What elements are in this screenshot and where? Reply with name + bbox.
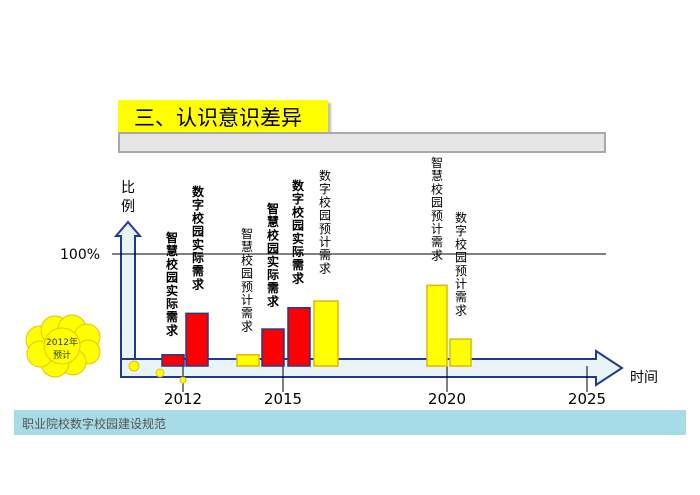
bar-label-char: 校 xyxy=(431,181,443,196)
bar-label-char: 校 xyxy=(241,252,253,267)
bar-label-char: 需 xyxy=(431,235,443,249)
cloud-bubble xyxy=(128,360,140,372)
cloud-bubble xyxy=(155,368,165,378)
bar-label-char: 实 xyxy=(292,231,304,246)
cloud-puff xyxy=(43,327,81,365)
bar-label-char: 园 xyxy=(241,267,253,281)
footer-bar: 职业院校数字校园建设规范 xyxy=(14,410,686,435)
bar-label-char: 际 xyxy=(166,297,178,311)
bar-label-char: 预 xyxy=(241,280,253,294)
bar-label-char: 园 xyxy=(292,219,304,233)
bar-label-char: 慧 xyxy=(166,243,178,258)
bar-label-char: 校 xyxy=(292,204,305,219)
bar-label-char: 需 xyxy=(267,281,279,295)
bar-label-char: 际 xyxy=(192,251,204,265)
x-tick-label: 2020 xyxy=(428,390,466,408)
bar-label-char: 预 xyxy=(319,222,331,236)
bar-actual xyxy=(261,328,285,367)
bar-label-char: 需 xyxy=(292,258,304,272)
y-axis-label-char: 例 xyxy=(121,199,135,215)
bar-label-char: 求 xyxy=(267,293,280,308)
bar-label-char: 慧 xyxy=(267,214,279,229)
callout-text: 预计 xyxy=(53,349,71,361)
bar-label-char: 字 xyxy=(319,181,331,196)
bar-label-char: 字 xyxy=(292,191,304,206)
bar-actual xyxy=(287,307,311,367)
bar-label-char: 预 xyxy=(431,209,443,223)
bar-label-char: 园 xyxy=(319,209,331,223)
bar-planned xyxy=(426,284,448,367)
bar-label-char: 需 xyxy=(241,306,253,320)
bar-label-char: 智 xyxy=(165,230,178,245)
bar-label-char: 园 xyxy=(192,225,204,239)
bar-label-char: 际 xyxy=(267,268,279,282)
bar-label-char: 计 xyxy=(455,277,467,291)
bar-planned xyxy=(449,338,472,367)
footer-text: 职业院校数字校园建设规范 xyxy=(22,417,167,431)
bar-label-char: 求 xyxy=(166,322,179,337)
x-axis-label: 时间 xyxy=(630,370,658,386)
bar-label-char: 计 xyxy=(431,222,443,236)
section-title-box: 三、认识意识差异 xyxy=(118,100,328,132)
bar-label-char: 求 xyxy=(192,276,205,291)
bar-label-char: 实 xyxy=(267,254,279,269)
x-tick-label: 2025 xyxy=(568,390,606,408)
bar-label-char: 实 xyxy=(192,237,204,252)
x-tick-label: 2015 xyxy=(264,390,302,408)
y-axis-arrow xyxy=(113,220,143,367)
bar-label-char: 需 xyxy=(319,248,331,262)
bar-label-char: 需 xyxy=(166,310,178,324)
bar-label-char: 校 xyxy=(192,210,205,225)
bar-label-char: 智 xyxy=(241,226,253,241)
bar-label-char: 园 xyxy=(455,251,467,265)
bar-label-char: 园 xyxy=(267,242,279,256)
y-axis-label-char: 比 xyxy=(121,180,135,196)
bar-label-char: 计 xyxy=(241,293,253,307)
bar-label-char: 求 xyxy=(319,261,331,275)
section-title: 三、认识意识差异 xyxy=(134,106,302,130)
cloud-bubble xyxy=(179,376,187,384)
subtitle-bar xyxy=(118,132,606,153)
bar-label-char: 求 xyxy=(431,248,443,262)
bar-label-char: 预 xyxy=(455,264,467,278)
bar-label-char: 字 xyxy=(455,223,467,238)
bar-label-char: 求 xyxy=(292,270,305,285)
reference-label: 100% xyxy=(60,247,100,263)
bar-label-char: 智 xyxy=(431,155,443,170)
bar-label-char: 实 xyxy=(166,283,178,298)
x-tick-label: 2012 xyxy=(164,390,202,408)
bar-actual xyxy=(185,312,209,367)
bar-label-char: 际 xyxy=(292,245,304,259)
bar-planned xyxy=(236,354,260,367)
bar-label-char: 校 xyxy=(267,227,280,242)
chart-bars xyxy=(161,284,472,367)
bar-label-char: 校 xyxy=(166,256,179,271)
bar-label-char: 校 xyxy=(455,236,467,251)
bar-label-char: 校 xyxy=(319,194,331,209)
bar-label-char: 慧 xyxy=(241,239,253,254)
bar-label-char: 字 xyxy=(192,197,204,212)
bar-label-char: 求 xyxy=(241,319,253,333)
bar-label-char: 数 xyxy=(319,168,331,183)
bar-label-char: 智 xyxy=(266,201,279,216)
bar-label-char: 数 xyxy=(192,184,205,199)
bar-label-char: 计 xyxy=(319,235,331,249)
bar-label-char: 需 xyxy=(192,264,204,278)
bar-label-char: 数 xyxy=(292,178,305,193)
bar-label-char: 需 xyxy=(455,290,467,304)
bar-label-char: 慧 xyxy=(431,168,443,183)
bar-actual xyxy=(161,354,185,367)
callout-text: 2012年 xyxy=(46,336,78,348)
chart-labels: 智慧校园实际需求数字校园实际需求智慧校园预计需求智慧校园实际需求数字校园实际需求… xyxy=(165,155,467,337)
bar-label-char: 求 xyxy=(455,303,467,317)
bar-label-char: 园 xyxy=(166,271,178,285)
bar-label-char: 数 xyxy=(455,210,467,225)
bar-planned xyxy=(313,300,339,367)
bar-label-char: 园 xyxy=(431,196,443,210)
